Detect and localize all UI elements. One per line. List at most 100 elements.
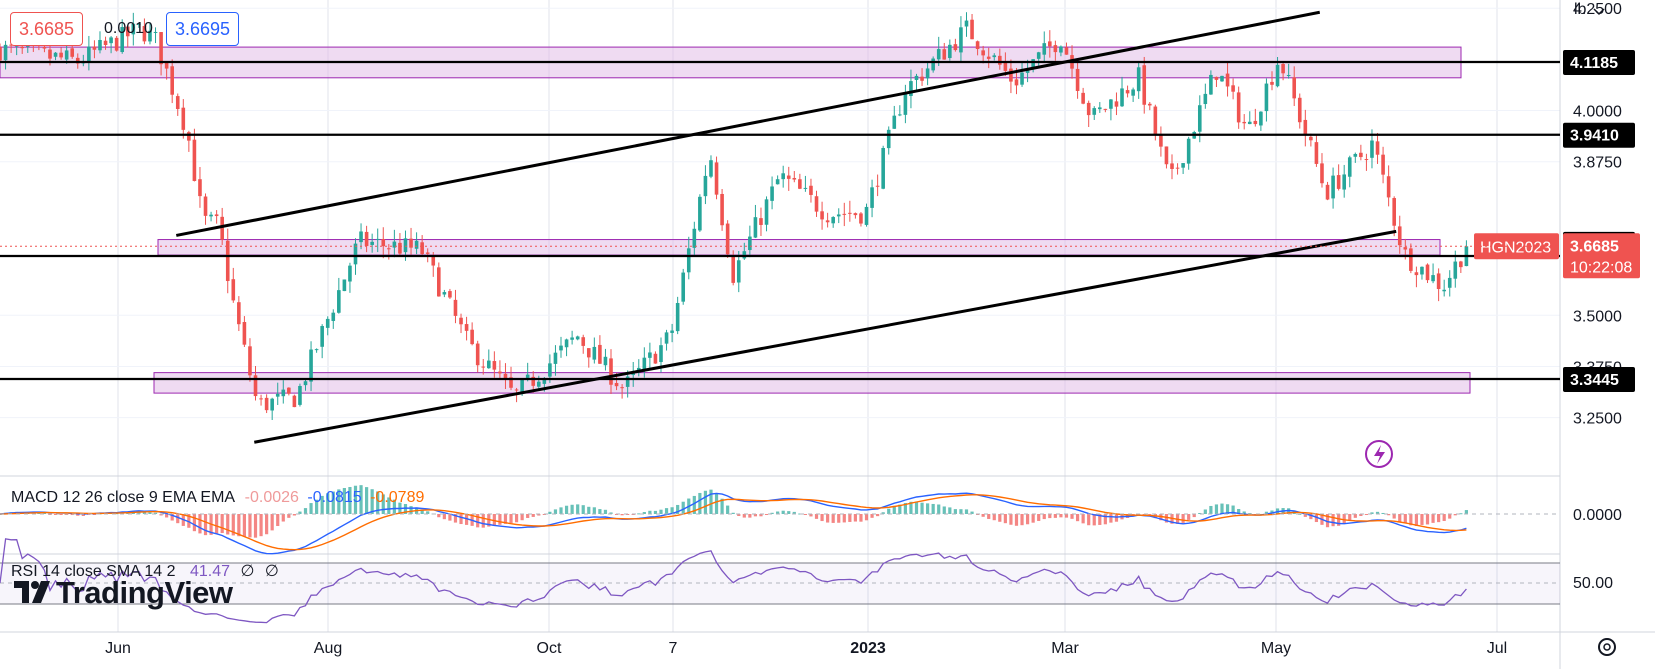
candle bbox=[881, 145, 885, 190]
candle bbox=[1320, 153, 1324, 188]
candle bbox=[453, 289, 458, 324]
candle bbox=[842, 202, 847, 227]
macd-histogram-bar bbox=[142, 512, 147, 514]
candle bbox=[92, 40, 97, 59]
candle bbox=[1270, 71, 1274, 91]
tradingview-logo[interactable]: TradingView bbox=[14, 575, 233, 611]
candle bbox=[1420, 266, 1424, 280]
macd-histogram-bar bbox=[270, 514, 274, 531]
macd-histogram-bar bbox=[553, 509, 558, 514]
macd-legend[interactable]: MACD 12 26 close 9 EMA EMA -0.0026 -0.08… bbox=[11, 489, 424, 507]
rsi-value: 41.47 bbox=[189, 563, 231, 580]
macd-histogram-bar bbox=[176, 514, 180, 524]
bid-price-box[interactable]: 3.6685 bbox=[10, 12, 84, 46]
macd-histogram-bar bbox=[676, 504, 680, 514]
trendline[interactable] bbox=[175, 10, 1321, 237]
macd-histogram-bar bbox=[42, 512, 47, 514]
lightning-icon[interactable] bbox=[1365, 440, 1393, 468]
macd-histogram-bar bbox=[59, 514, 63, 515]
macd-histogram-bar bbox=[1020, 514, 1024, 526]
y-axis[interactable]: 4.25004.00003.87503.50003.37503.25000.00… bbox=[1573, 1, 1622, 592]
level-badge[interactable]: 4.1185 bbox=[1563, 50, 1635, 76]
macd-histogram-bar bbox=[603, 509, 608, 514]
macd-histogram-bar bbox=[242, 514, 246, 537]
macd-histogram-bar bbox=[337, 489, 341, 514]
ask-price-box[interactable]: 3.6695 bbox=[166, 12, 240, 46]
candle bbox=[1303, 109, 1308, 147]
macd-histogram-bar bbox=[287, 514, 291, 518]
macd-histogram-bar bbox=[370, 489, 374, 514]
candle bbox=[487, 349, 491, 369]
macd-histogram-bar bbox=[1442, 514, 1446, 521]
macd-histogram-bar bbox=[637, 513, 641, 515]
macd-pane bbox=[0, 485, 1560, 555]
x-axis[interactable]: Jun Aug Oct 7 2023 Mar May Jul bbox=[105, 640, 1507, 657]
candle bbox=[203, 193, 208, 225]
candle bbox=[1203, 83, 1208, 109]
macd-histogram-bar bbox=[1381, 512, 1385, 514]
macd-histogram-bar bbox=[1314, 514, 1319, 523]
candle bbox=[1425, 263, 1430, 284]
rsi-label: RSI 14 close SMA 14 2 bbox=[11, 563, 176, 580]
macd-histogram-bar bbox=[1092, 514, 1096, 526]
gear-icon[interactable] bbox=[1598, 638, 1616, 656]
x-tick-label: May bbox=[1261, 640, 1291, 657]
rsi-legend[interactable]: RSI 14 close SMA 14 2 41.47 ∅ ∅ bbox=[11, 561, 279, 581]
candle bbox=[964, 12, 969, 37]
candle bbox=[903, 84, 908, 124]
icons[interactable] bbox=[1365, 8, 1616, 656]
macd-histogram-bar bbox=[215, 514, 219, 534]
level-badge[interactable]: 3.9410 bbox=[1563, 122, 1635, 148]
candle bbox=[1209, 70, 1213, 95]
candle bbox=[1292, 66, 1297, 107]
macd-histogram-bar bbox=[503, 514, 508, 524]
macd-histogram-bar bbox=[187, 514, 191, 528]
bid-price: 3.6685 bbox=[19, 19, 75, 39]
macd-histogram-bar bbox=[70, 514, 74, 516]
candle bbox=[325, 316, 330, 336]
chevron-down-icon[interactable] bbox=[1593, 8, 1605, 16]
candle bbox=[1131, 87, 1135, 102]
macd-histogram-bar bbox=[220, 514, 224, 534]
macd-histogram-bar bbox=[953, 509, 957, 514]
macd-histogram-bar bbox=[1109, 514, 1113, 523]
macd-histogram-bar bbox=[365, 487, 369, 514]
candle bbox=[1125, 85, 1130, 98]
spread-label: 0.0010 bbox=[104, 20, 153, 37]
candle bbox=[142, 18, 147, 45]
candle bbox=[1147, 101, 1152, 111]
candle bbox=[1009, 59, 1013, 94]
macd-histogram-bar bbox=[848, 514, 852, 522]
macd-histogram-bar bbox=[781, 510, 785, 514]
level-badge[interactable]: 3.3445 bbox=[1563, 366, 1635, 392]
macd-histogram-bar bbox=[1087, 514, 1091, 526]
candle bbox=[575, 335, 580, 341]
x-tick-label: Aug bbox=[314, 640, 342, 657]
candle bbox=[1336, 164, 1341, 191]
macd-histogram-bar bbox=[320, 495, 324, 514]
macd-histogram-bar bbox=[442, 514, 446, 520]
candle bbox=[1036, 51, 1041, 66]
price-badges: 4.11853.94103.34453.67453.668510:22:08HG… bbox=[0, 50, 1640, 392]
candle bbox=[1236, 86, 1241, 129]
candle bbox=[148, 22, 152, 45]
highlight-zone[interactable] bbox=[157, 239, 1441, 256]
candle bbox=[709, 155, 713, 179]
unit-label[interactable]: lb bbox=[1574, 1, 1587, 18]
highlight-zone[interactable] bbox=[153, 372, 1471, 394]
current-price-badge[interactable]: 3.6685 10:22:08 bbox=[1563, 233, 1640, 279]
macd-histogram-bar bbox=[1070, 514, 1074, 519]
macd-histogram-bar bbox=[259, 514, 263, 537]
candle bbox=[1409, 243, 1413, 274]
candle bbox=[1059, 45, 1063, 57]
macd-histogram-bar bbox=[165, 514, 169, 518]
candle bbox=[1397, 215, 1402, 254]
trendline[interactable] bbox=[254, 229, 1397, 444]
signal-line bbox=[0, 494, 1467, 551]
rsi-pane bbox=[0, 538, 1560, 624]
candle bbox=[781, 165, 785, 188]
candle bbox=[342, 279, 347, 292]
candle bbox=[1220, 75, 1224, 82]
